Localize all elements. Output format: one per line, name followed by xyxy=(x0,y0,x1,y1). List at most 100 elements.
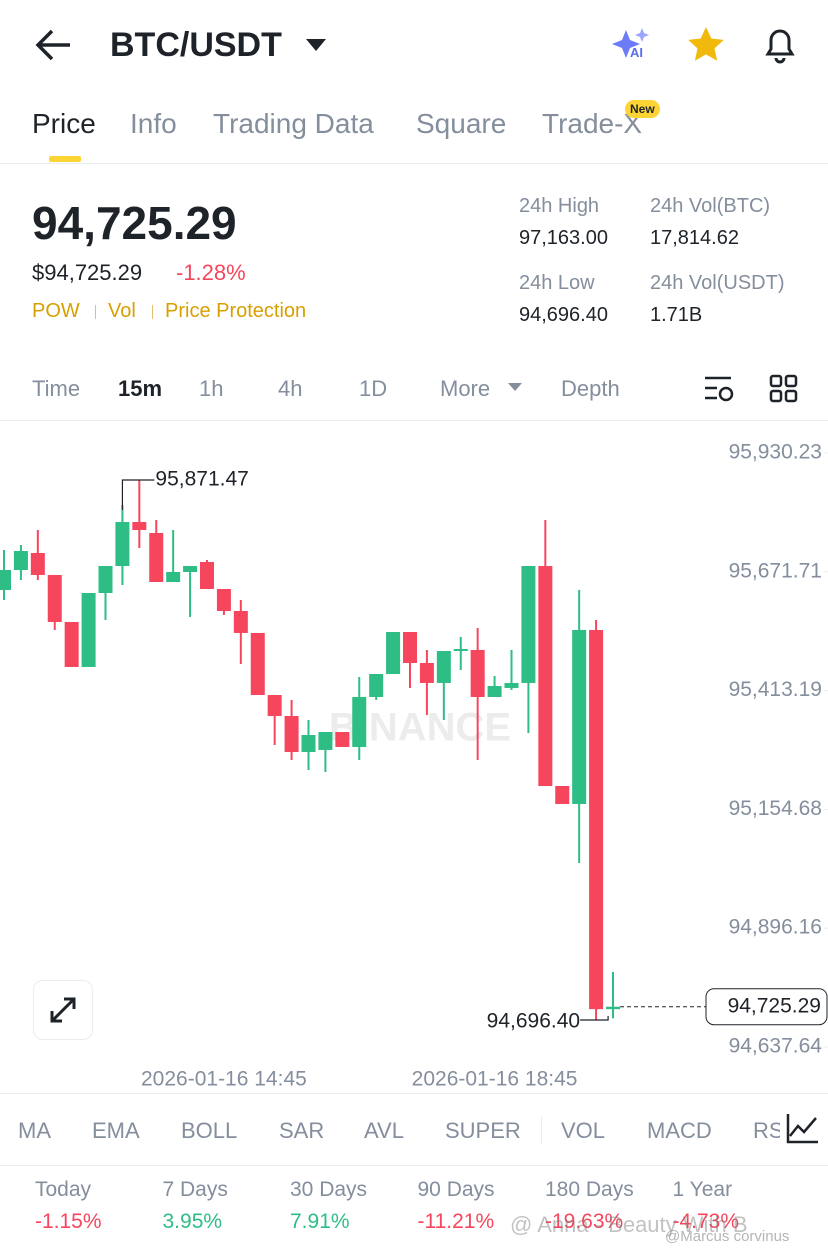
indicator[interactable]: EMA xyxy=(92,1118,140,1143)
candle-body xyxy=(538,566,553,786)
stat-label: 24h Vol(BTC) xyxy=(650,195,771,217)
indicator[interactable]: VOL xyxy=(561,1118,606,1143)
low-label: 94,696.40 xyxy=(487,1010,580,1033)
candle-body xyxy=(115,521,130,567)
candle-body xyxy=(250,632,265,696)
candle-body xyxy=(149,532,164,583)
ai-icon[interactable] xyxy=(610,26,654,64)
candle-body xyxy=(216,588,231,612)
tag[interactable]: Vol xyxy=(108,300,136,322)
tab[interactable]: Trading Data xyxy=(213,108,374,139)
low-marker xyxy=(580,1015,609,1021)
high-marker xyxy=(121,479,155,511)
divider xyxy=(0,163,828,164)
tag[interactable]: POW xyxy=(32,300,80,322)
period-label: 30 Days xyxy=(290,1178,368,1201)
period-label: 1 Year xyxy=(672,1178,733,1201)
stat-value: 97,163.00 xyxy=(519,227,608,249)
timeframe[interactable]: 15m xyxy=(118,376,163,401)
y-tick-label: 95,930.23 xyxy=(729,441,822,464)
divider xyxy=(0,420,828,421)
indicator[interactable]: AVL xyxy=(364,1118,404,1143)
candle-body xyxy=(64,621,79,667)
candle-body xyxy=(13,550,28,571)
indicator[interactable]: MA xyxy=(18,1118,51,1143)
last-price-box xyxy=(705,988,828,1026)
separator xyxy=(541,1116,542,1144)
timeframe[interactable]: 4h xyxy=(278,376,303,401)
chart-settings-icon[interactable] xyxy=(703,374,735,404)
candle-body xyxy=(233,611,248,633)
pair-dropdown[interactable] xyxy=(305,38,327,52)
candle-body xyxy=(572,629,587,804)
timeframe[interactable]: Depth xyxy=(561,376,620,401)
tag[interactable]: Price Protection xyxy=(165,300,307,322)
timeframe[interactable]: Time xyxy=(32,376,81,401)
last-price: 94,725.29 xyxy=(32,197,237,249)
candle-body xyxy=(132,521,147,530)
candle-body xyxy=(166,571,181,583)
candle-body xyxy=(403,632,417,663)
stat-value: 17,814.62 xyxy=(650,227,739,249)
active-tab-indicator xyxy=(49,156,81,162)
layout-icon[interactable] xyxy=(769,374,799,404)
indicator[interactable]: BOLL xyxy=(181,1118,238,1143)
candle-body xyxy=(436,650,451,683)
bell-icon[interactable] xyxy=(760,24,800,64)
high-label: 95,871.47 xyxy=(155,468,248,491)
overlay-text: @Marcus corvinus xyxy=(665,1228,790,1245)
tab[interactable]: Price xyxy=(32,108,96,139)
candle-body xyxy=(504,682,519,688)
stat-value: 1.71B xyxy=(650,304,703,326)
candle-body xyxy=(589,629,604,1010)
indicator[interactable]: RS xyxy=(753,1118,784,1143)
candle-body xyxy=(98,566,113,593)
y-tick-label: 95,413.19 xyxy=(729,678,822,701)
timeframe[interactable]: More xyxy=(440,376,491,401)
stat-label: 24h Vol(USDT) xyxy=(650,272,785,294)
period-change: -1.15% xyxy=(35,1210,102,1233)
pair-title[interactable]: BTC/USDT xyxy=(110,26,282,64)
indicator-settings-icon[interactable] xyxy=(780,1110,820,1146)
candle-body xyxy=(200,561,214,589)
x-tick-label: 2026-01-16 18:45 xyxy=(412,1068,578,1091)
timeframe[interactable]: 1h xyxy=(199,376,224,401)
x-tick-label: 2026-01-16 14:45 xyxy=(141,1068,307,1091)
more-dropdown[interactable] xyxy=(508,382,522,392)
tag-separator xyxy=(152,305,153,319)
back-button[interactable] xyxy=(34,28,74,62)
favorite-star[interactable] xyxy=(686,25,726,63)
candle-body xyxy=(386,632,401,675)
candle-body xyxy=(301,734,316,752)
candle-body xyxy=(487,686,502,697)
ai-badge: AI xyxy=(630,45,643,60)
expand-button[interactable] xyxy=(33,980,93,1040)
candle-body xyxy=(470,649,485,697)
period-change: -4.73% xyxy=(672,1210,740,1233)
candle-body xyxy=(419,662,434,683)
period-label: 180 Days xyxy=(545,1178,634,1201)
timeframe[interactable]: 1D xyxy=(359,376,388,401)
candle-body xyxy=(606,1006,620,1010)
stat-label: 24h High xyxy=(519,195,600,217)
candle-body xyxy=(521,566,536,683)
period-label: 90 Days xyxy=(417,1178,495,1201)
indicator[interactable]: MACD xyxy=(647,1118,712,1143)
candle-body xyxy=(453,649,468,651)
period-change: -19.63% xyxy=(545,1210,624,1233)
candle-body xyxy=(0,570,11,591)
candle-body xyxy=(183,566,198,572)
y-tick-label: 95,671.71 xyxy=(729,559,822,582)
candlestick-chart: BINANCE95,930.2395,671.7195,413.1995,154… xyxy=(0,441,828,1091)
tag-separator xyxy=(95,305,96,319)
period-label: Today xyxy=(35,1178,92,1201)
tab[interactable]: Info xyxy=(130,108,177,139)
divider xyxy=(0,1093,828,1094)
indicator[interactable]: SAR xyxy=(279,1118,325,1143)
candle-body xyxy=(335,732,350,747)
tab[interactable]: Square xyxy=(416,108,507,139)
price-change: -1.28% xyxy=(176,260,246,285)
indicator[interactable]: SUPER xyxy=(445,1118,521,1143)
y-tick-label: 95,154.68 xyxy=(729,797,822,820)
